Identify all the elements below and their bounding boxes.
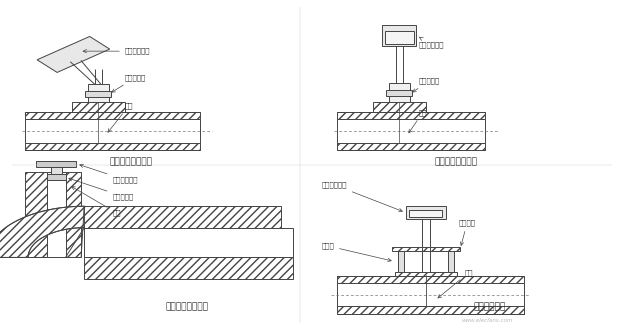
Bar xyxy=(84,257,293,279)
Bar xyxy=(392,247,461,251)
Bar xyxy=(384,31,414,44)
Bar xyxy=(337,283,524,306)
Text: 双金属温度计: 双金属温度计 xyxy=(419,37,444,48)
Bar xyxy=(72,102,125,112)
Text: www.elecfans.com: www.elecfans.com xyxy=(461,318,512,323)
Text: 直形连接头: 直形连接头 xyxy=(412,78,440,92)
Text: 双金属温度计: 双金属温度计 xyxy=(80,164,138,183)
Text: 安装底台: 安装底台 xyxy=(459,219,475,246)
Bar xyxy=(25,143,200,150)
Bar xyxy=(88,84,109,102)
Bar xyxy=(448,251,454,272)
Text: 支撑架: 支撑架 xyxy=(321,243,391,262)
Text: 管道: 管道 xyxy=(409,109,427,133)
Polygon shape xyxy=(37,36,110,73)
Text: 垂直管道安装方法: 垂直管道安装方法 xyxy=(110,157,152,166)
Text: 弯曲管道安装方法: 弯曲管道安装方法 xyxy=(166,302,208,312)
Text: 沉入安装方法: 沉入安装方法 xyxy=(474,302,506,312)
Bar xyxy=(337,119,485,143)
Text: 管道: 管道 xyxy=(72,186,121,216)
Bar xyxy=(25,119,200,143)
Bar xyxy=(337,306,524,314)
Bar xyxy=(386,90,412,96)
Bar xyxy=(382,25,416,46)
Text: 直形连接头: 直形连接头 xyxy=(69,178,134,200)
Text: 管道: 管道 xyxy=(438,269,474,298)
Bar xyxy=(25,112,200,119)
Text: 直形连接头: 直形连接头 xyxy=(112,74,146,92)
Bar xyxy=(395,272,457,276)
Bar xyxy=(337,143,485,150)
Bar xyxy=(51,167,62,175)
Polygon shape xyxy=(0,206,84,257)
Text: 管道: 管道 xyxy=(108,102,134,132)
Bar xyxy=(47,172,66,257)
Text: 双金属温度计: 双金属温度计 xyxy=(321,182,402,212)
Bar xyxy=(337,276,524,283)
Bar xyxy=(66,172,81,257)
Bar xyxy=(47,174,66,180)
Bar xyxy=(406,206,446,219)
Bar xyxy=(25,172,47,257)
Bar xyxy=(389,82,410,102)
Bar xyxy=(398,251,404,272)
Bar xyxy=(85,91,111,97)
Bar xyxy=(84,228,293,257)
Text: 双金属温度计: 双金属温度计 xyxy=(83,48,150,54)
Text: 垂直管道安装方法: 垂直管道安装方法 xyxy=(434,157,477,166)
Bar xyxy=(409,210,442,217)
Bar xyxy=(337,112,485,119)
Bar xyxy=(84,206,281,228)
Bar xyxy=(36,161,76,167)
Bar xyxy=(373,102,426,112)
